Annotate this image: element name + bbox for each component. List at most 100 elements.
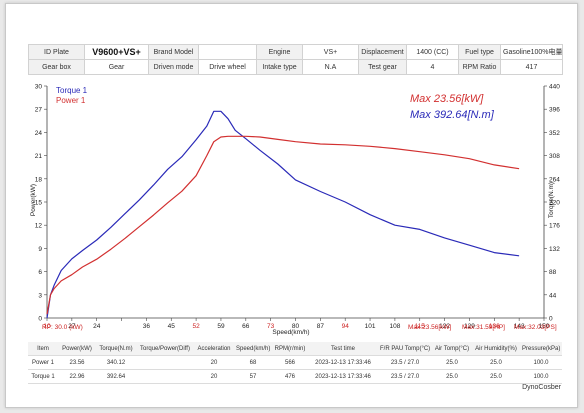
y-left-tick-label: 9	[38, 246, 42, 253]
x-tick-label: 143	[514, 323, 525, 330]
results-cell: 23.56	[58, 355, 96, 370]
max-kw-stat: Max:23.56[kW]	[408, 324, 452, 331]
results-cell: 68	[234, 355, 272, 370]
results-table: Item Power(kW) Torque(N.m) Torque/Power(Dif…	[28, 342, 562, 384]
y-right-tick-label: 352	[549, 130, 560, 137]
results-row: Power 1 23.56 340.12 20 68 566 2023-12-13 17:3…	[28, 355, 562, 370]
info-label-fuel-type: Fuel type	[458, 44, 501, 60]
results-cell: 2023-12-13 17:33:46	[308, 355, 378, 370]
x-tick-label: 150	[539, 323, 550, 330]
info-label-brand-model: Brand Model	[148, 44, 199, 60]
results-cell: 25.0	[472, 369, 520, 384]
y-left-tick-label: 30	[35, 84, 43, 91]
x-tick-label: 87	[317, 323, 325, 330]
y-right-axis-ticks: 0 44 88 132 176 220 264 308 352 396 440	[544, 84, 560, 323]
y-right-tick-label: 44	[549, 292, 557, 299]
x-tick-label: 94	[342, 323, 350, 330]
results-cell: 25.0	[432, 355, 472, 370]
power-series-line	[46, 135, 520, 315]
y-left-axis-title: Power(kW)	[30, 184, 37, 216]
results-cell: 392.64	[96, 369, 136, 384]
x-tick-label: 122	[439, 323, 450, 330]
x-tick-label: 80	[292, 323, 300, 330]
x-axis-ticks: 10 27 24 36 45 52 59 66 73 80 87 94 101 108 115 122 129 1…	[43, 318, 550, 330]
y-left-axis-ticks: 0 3 6 9 12 15 18 21 24 27 30	[35, 84, 47, 323]
results-header-cell: Torque/Power(Diff)	[136, 342, 194, 356]
info-value-rpm-ratio: 417	[500, 59, 563, 75]
x-tick-label: 10	[43, 323, 51, 330]
y-left-tick-label: 27	[35, 107, 43, 114]
x-tick-label: 36	[143, 323, 151, 330]
results-cell: 100.0	[520, 355, 562, 370]
y-right-tick-label: 176	[549, 223, 560, 230]
results-cell	[136, 355, 194, 370]
info-label-displacement: Displacement	[358, 44, 407, 60]
results-cell: 25.0	[472, 355, 520, 370]
results-header-cell: Acceleration	[194, 342, 234, 356]
y-right-tick-label: 396	[549, 107, 560, 114]
info-value-test-gear: 4	[406, 59, 459, 75]
x-tick-label: 101	[365, 323, 376, 330]
y-left-tick-label: 0	[38, 316, 42, 323]
x-tick-label: 45	[168, 323, 176, 330]
y-right-axis-title: Torque(N.m)	[548, 182, 555, 218]
brand-label: DynoCosber	[522, 384, 561, 391]
y-left-tick-label: 15	[35, 200, 43, 207]
rp-stat: RP: 30.0 (kW)	[42, 324, 83, 331]
x-tick-label: 108	[389, 323, 400, 330]
y-right-tick-label: 0	[549, 316, 553, 323]
results-cell: 566	[272, 355, 308, 370]
legend-power: Power 1	[56, 96, 86, 105]
x-tick-label: 59	[217, 323, 225, 330]
max-ps-stat: Max:32.03[PS]	[514, 324, 557, 331]
info-label-gear-box: Gear box	[28, 59, 85, 75]
x-tick-label: 27	[68, 323, 76, 330]
results-cell: 23.5 / 27.0	[378, 369, 432, 384]
x-tick-label: 52	[192, 323, 200, 330]
results-header-cell: Test time	[308, 342, 378, 356]
info-label-id-plate: ID Plate	[28, 44, 85, 60]
results-row: Torque 1 22.96 392.64 20 57 476 2023-12-13 17:…	[28, 369, 562, 384]
info-label-engine: Engine	[256, 44, 303, 60]
results-cell: Power 1	[28, 355, 58, 370]
results-cell: 100.0	[520, 369, 562, 384]
results-cell	[136, 369, 194, 384]
info-row-2: Gear box Gear Driven mode Drive wheel In…	[28, 59, 563, 75]
y-right-tick-label: 132	[549, 246, 560, 253]
info-value-driven-mode: Drive wheel	[198, 59, 257, 75]
y-left-tick-label: 3	[38, 292, 42, 299]
results-header-cell: Speed(km/h)	[234, 342, 272, 356]
legend-torque: Torque 1	[56, 86, 88, 95]
y-right-tick-label: 440	[549, 84, 560, 91]
y-right-tick-label: 220	[549, 200, 560, 207]
results-cell: 57	[234, 369, 272, 384]
y-right-tick-label: 88	[549, 269, 557, 276]
results-header-cell: F/R PAU Tomp(°C)	[378, 342, 432, 356]
torque-series-line	[46, 110, 520, 319]
info-value-intake-type: N.A	[302, 59, 359, 75]
max-power-label: Max 23.56[kW]	[410, 93, 484, 105]
results-header-cell: Item	[28, 342, 58, 356]
x-tick-label: 66	[242, 323, 250, 330]
x-tick-label: 73	[267, 323, 275, 330]
results-cell: 20	[194, 355, 234, 370]
results-header-row: Item Power(kW) Torque(N.m) Torque/Power(Dif…	[28, 342, 562, 356]
max-hp-stat: Max:31.59[HP]	[462, 324, 505, 331]
report-sheet: ID Plate V9600+VS+ Brand Model Engine VS…	[5, 3, 578, 408]
x-tick-label: 136	[489, 323, 500, 330]
results-header-cell: Torque(N.m)	[96, 342, 136, 356]
results-cell: 25.0	[432, 369, 472, 384]
vehicle-info-table: ID Plate V9600+VS+ Brand Model Engine VS…	[28, 44, 563, 75]
y-right-tick-label: 308	[549, 153, 560, 160]
x-tick-label: 24	[93, 323, 101, 330]
results-cell: 340.12	[96, 355, 136, 370]
results-header-cell: Air Tomp(°C)	[432, 342, 472, 356]
y-right-tick-label: 264	[549, 176, 560, 183]
y-left-tick-label: 12	[35, 223, 43, 230]
results-cell: 22.96	[58, 369, 96, 384]
results-header-cell: Air Humidity(%)	[472, 342, 520, 356]
results-cell: 2023-12-13 17:33:46	[308, 369, 378, 384]
results-header-cell: RPM(r/min)	[272, 342, 308, 356]
dyno-chart: 10 27 24 36 45 52 59 66 73 80 87 94 101 108 115 122 129 1…	[30, 84, 560, 337]
y-left-tick-label: 6	[38, 269, 42, 276]
